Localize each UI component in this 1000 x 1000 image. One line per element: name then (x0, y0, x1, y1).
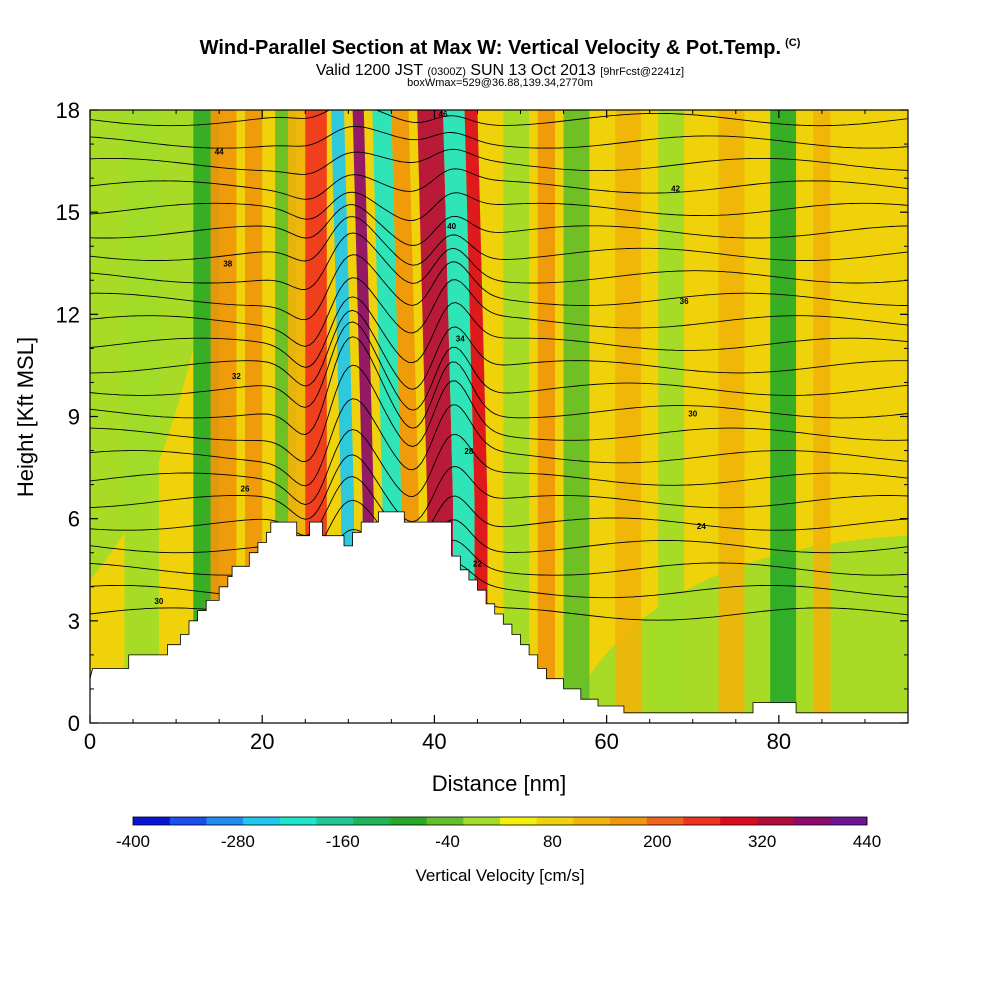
colorbar-swatch (793, 817, 831, 825)
theta-contour-label: 30 (154, 597, 163, 606)
theta-contour-label: 32 (232, 372, 241, 381)
theta-contour-label: 46 (439, 110, 448, 119)
theta-contour-labels: 30 22 24 26 28 30 32 34 36 38 40 42 44 46 (154, 110, 706, 606)
theta-contour (90, 476, 908, 542)
theta-contour-label: 28 (464, 447, 473, 456)
velocity-band (615, 110, 642, 723)
colorbar-tick-label: 80 (543, 832, 562, 851)
theta-contour (90, 296, 908, 368)
colorbar-swatch (279, 817, 317, 825)
colorbar-swatch (389, 817, 428, 825)
title-mark: (C) (785, 37, 801, 50)
x-tick-label: 0 (84, 729, 96, 754)
colorbar-frame (132, 816, 868, 826)
theta-contour-label: 36 (680, 297, 689, 306)
x-tick-label: 80 (767, 729, 791, 754)
theta-contour (90, 232, 908, 290)
y-tick-label: 15 (56, 200, 80, 225)
y-tick-label: 0 (68, 711, 80, 736)
theta-contour-label: 26 (241, 484, 250, 493)
theta-contour (90, 499, 908, 558)
chart-title: Wind-Parallel Section at Max W: Vertical… (199, 37, 801, 59)
theta-contour (90, 254, 908, 321)
theta-contour (90, 277, 908, 347)
theta-contour (90, 216, 908, 266)
colorbar-swatch (573, 817, 611, 825)
theta-contour (90, 191, 908, 221)
colorbar-tick-label: 440 (853, 832, 881, 851)
colorbar-tick-label: -40 (435, 832, 460, 851)
colorbar-swatch (720, 817, 758, 825)
theta-contour (90, 85, 908, 105)
colorbar-swatch (536, 817, 574, 825)
colorbar-swatch (610, 817, 648, 825)
colorbar: -400 -280 -160 -40 80 200 320 440 (116, 816, 881, 851)
colorbar-tick-label: 320 (748, 832, 776, 851)
velocity-band (124, 110, 159, 723)
colorbar-swatch (206, 817, 244, 825)
colorbar-swatch (500, 817, 538, 825)
chart-subtitle: Valid 1200 JST (0300Z) SUN 13 Oct 2013 [… (315, 62, 685, 79)
theta-contour-label: 30 (688, 410, 697, 419)
theta-contour-label: 42 (671, 185, 680, 194)
theta-contour (90, 204, 908, 246)
colorbar-tick-label: -160 (326, 832, 360, 851)
theta-contour (90, 148, 908, 175)
x-tick-label: 60 (594, 729, 618, 754)
velocity-band (718, 110, 745, 723)
y-tick-label: 12 (56, 302, 80, 327)
colorbar-tick-label: 200 (643, 832, 671, 851)
theta-contour-label: 22 (473, 559, 482, 568)
velocity-band (503, 110, 530, 723)
velocity-band (813, 110, 831, 723)
theta-contour (90, 398, 908, 487)
x-axis-label: Distance [nm] (432, 771, 567, 796)
colorbar-swatch (133, 817, 171, 825)
theta-contour (90, 126, 908, 149)
colorbar-swatch (683, 817, 721, 825)
colorbar-tick-label: -280 (221, 832, 255, 851)
theta-contour (90, 364, 908, 463)
y-tick-label: 9 (68, 405, 80, 430)
theta-contour (90, 529, 908, 584)
velocity-band (563, 110, 590, 723)
theta-contour-label: 34 (456, 335, 465, 344)
theta-contour-label: 24 (697, 522, 706, 531)
velocity-band (658, 110, 685, 723)
x-tick-label: 20 (250, 729, 274, 754)
theta-contour (90, 110, 908, 127)
theta-contours (90, 85, 908, 630)
colorbar-swatch (463, 817, 501, 825)
theta-contour-label: 44 (215, 147, 224, 156)
colorbar-label: Vertical Velocity [cm/s] (415, 866, 584, 885)
colorbar-tick-label: -400 (116, 832, 150, 851)
theta-contour (90, 309, 908, 390)
velocity-band (464, 110, 488, 723)
theta-contour (90, 336, 908, 435)
theta-contour (90, 454, 908, 523)
theta-contour (90, 168, 908, 200)
terrain-mask (89, 511, 909, 724)
theta-contour (90, 321, 908, 411)
velocity-band (770, 110, 797, 723)
theta-contour (90, 429, 908, 505)
colorbar-swatch (169, 817, 207, 825)
chart-subtitle-2: boxWmax=529@36.88,139.34,2770m (407, 77, 593, 89)
y-tick-label: 18 (56, 98, 80, 123)
colorbar-swatch (830, 817, 868, 825)
colorbar-swatch (316, 817, 354, 825)
colorbar-swatch (756, 817, 795, 825)
colorbar-swatch (353, 817, 391, 825)
theta-contour-label: 40 (447, 222, 456, 231)
y-axis-label: Height [Kft MSL] (13, 337, 38, 497)
y-tick-label: 6 (68, 507, 80, 532)
colorbar-swatch (243, 817, 281, 825)
y-tick-label: 3 (68, 609, 80, 634)
colorbar-swatch (426, 817, 464, 825)
colorbar-swatch (646, 817, 684, 825)
x-tick-label: 40 (422, 729, 446, 754)
theta-contour-label: 38 (223, 260, 232, 269)
